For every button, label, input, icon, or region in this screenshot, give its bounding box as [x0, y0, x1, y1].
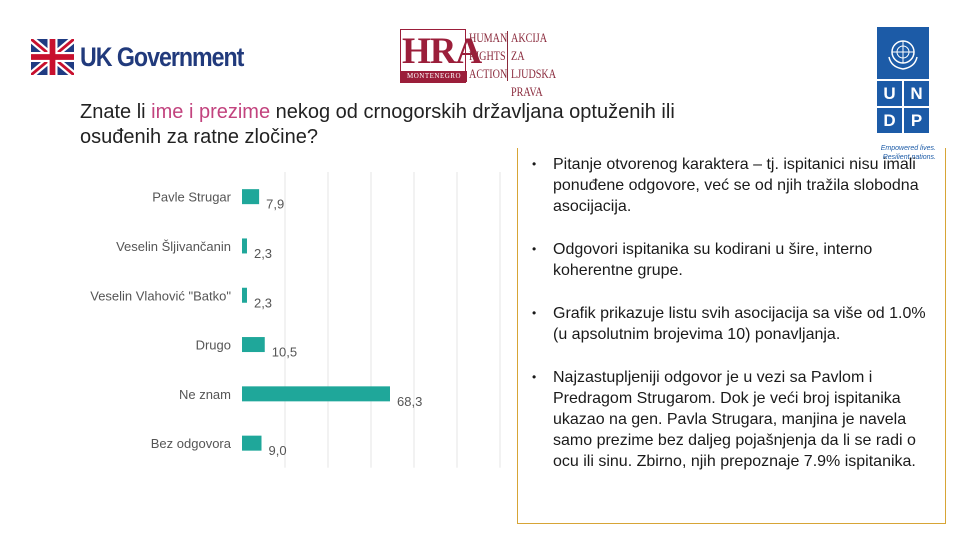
undp-letter: D: [877, 108, 902, 133]
undp-letters: U N D P: [877, 81, 932, 133]
undp-tagline-1: Empowered lives.: [880, 145, 936, 152]
hra-me-line: AKCIJA ZA: [511, 30, 547, 63]
bar: [242, 287, 247, 303]
bar: [242, 189, 260, 205]
title-part-1: Znate li: [80, 101, 152, 123]
bar: [242, 435, 262, 451]
category-label: Veselin Šljivančanin: [116, 239, 231, 254]
undp-tagline: Empowered lives. Resilient nations.: [852, 144, 936, 162]
page-title: Znate li ime i prezime nekog od crnogors…: [80, 100, 700, 150]
union-jack-icon: [31, 39, 74, 75]
notes-box: • Pitanje otvorenog karaktera – tj. ispit…: [517, 148, 946, 524]
title-part-2: nekog od crnogorskih državljana optuženi…: [80, 101, 675, 148]
category-label: Bez odgovora: [151, 436, 232, 451]
bullet-icon: •: [532, 242, 537, 256]
bar-chart-svg: Pavle Strugar 7,9 Veselin Šljivančanin 2,3 V…: [90, 172, 501, 468]
hra-english-name: HUMAN RIGHTS ACTION: [469, 29, 507, 83]
undp-letter: U: [877, 81, 902, 106]
value-label: 7,9: [266, 197, 284, 212]
hra-emblem: HRA MONTENEGRO: [400, 29, 482, 83]
undp-tagline-2: Resilient nations.: [882, 154, 936, 161]
bar: [242, 238, 247, 254]
hra-me-line: PRAVA: [511, 84, 543, 99]
bar-chart: Pavle Strugar 7,9 Veselin Šljivančanin 2,3 V…: [0, 170, 510, 480]
note-item: • Pitanje otvorenog karaktera – tj. ispit…: [530, 154, 931, 217]
hra-local-name: AKCIJA ZA LJUDSKA PRAVA: [511, 29, 556, 101]
hra-logo: HRA MONTENEGRO HUMAN RIGHTS ACTION AKCIJ…: [400, 29, 560, 99]
undp-letter: N: [904, 81, 929, 106]
uk-government-logo: UK Government: [31, 38, 270, 76]
title-highlight: ime i prezime: [151, 101, 271, 123]
un-emblem-icon: [877, 27, 929, 79]
value-label: 9,0: [269, 443, 287, 458]
value-label: 2,3: [254, 246, 272, 261]
hra-en-line: ACTION: [469, 66, 508, 81]
notes-list: • Pitanje otvorenog karaktera – tj. ispit…: [518, 148, 945, 472]
category-label: Drugo: [196, 338, 231, 353]
note-item: • Odgovori ispitanika su kodirani u šire,…: [530, 239, 931, 281]
note-item: • Grafik prikazuje listu svih asocijacija…: [530, 303, 931, 345]
undp-logo: U N D P Empowered lives. Resilient natio…: [876, 27, 936, 161]
category-label: Pavle Strugar: [152, 190, 231, 205]
hra-en-line: RIGHTS: [469, 48, 506, 63]
uk-government-label: UK Government: [80, 41, 244, 72]
hra-en-line: HUMAN: [469, 30, 508, 45]
hra-divider: [507, 31, 508, 81]
hra-montenegro-label: MONTENEGRO: [401, 71, 467, 82]
bar: [242, 386, 390, 402]
bar: [242, 337, 265, 353]
hra-me-line: LJUDSKA: [511, 66, 557, 81]
category-label: Veselin Vlahović "Batko": [90, 288, 231, 303]
value-label: 2,3: [254, 295, 272, 310]
note-text: Najzastupljeniji odgovor je u vezi sa Pa…: [553, 369, 916, 470]
bullet-icon: •: [532, 306, 537, 320]
category-label: Ne znam: [179, 387, 231, 402]
bullet-icon: •: [532, 157, 537, 171]
value-label: 68,3: [397, 394, 422, 409]
hra-letters: HRA: [402, 31, 482, 72]
note-item: • Najzastupljeniji odgovor je u vezi sa P…: [530, 367, 931, 472]
bullet-icon: •: [532, 370, 537, 384]
note-text: Odgovori ispitanika su kodirani u šire, …: [553, 241, 873, 279]
value-label: 10,5: [272, 345, 297, 360]
undp-letter: P: [904, 108, 929, 133]
note-text: Pitanje otvorenog karaktera – tj. ispita…: [553, 156, 919, 215]
note-text: Grafik prikazuje listu svih asocijacija …: [553, 305, 926, 343]
